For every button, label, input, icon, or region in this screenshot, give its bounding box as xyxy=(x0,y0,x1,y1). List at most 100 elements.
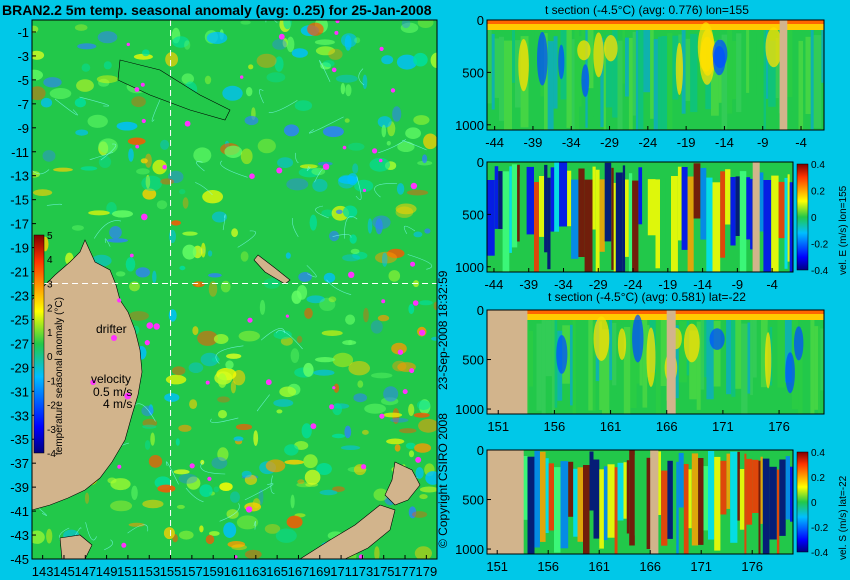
anomaly-patch xyxy=(335,209,343,214)
anomaly-patch xyxy=(148,455,163,468)
panel-t-section-lon-frame xyxy=(486,19,825,131)
anomaly-patch xyxy=(199,484,213,497)
anomaly-patch xyxy=(231,228,239,238)
drifter-marker xyxy=(362,188,367,192)
section-colorbar-tick-label: -0.2 xyxy=(811,240,829,251)
map-y-tick-label: -11 xyxy=(11,145,29,160)
depth-contour xyxy=(195,182,213,196)
section-cell xyxy=(487,180,495,256)
section-cell xyxy=(643,20,651,93)
panel-vel-e: -44 -39 -34 -29 -24 -19 -14 -9 -4 0 500 1000 0.4 0.2… xyxy=(455,155,849,292)
section-cell xyxy=(499,36,504,121)
section-land xyxy=(779,20,788,130)
anomaly-patch xyxy=(415,467,424,479)
drifter-marker xyxy=(335,20,340,24)
section-cell xyxy=(577,467,583,542)
section-cell xyxy=(771,175,779,272)
drifter-marker xyxy=(310,423,317,430)
section-cell xyxy=(554,314,558,408)
section-cell xyxy=(626,460,630,534)
anomaly-patch xyxy=(357,380,364,388)
anomaly-patch xyxy=(217,373,227,388)
section-cell xyxy=(779,459,786,536)
section-y-tick-label: 500 xyxy=(462,493,484,508)
anomaly-patch xyxy=(301,423,312,439)
section-cell xyxy=(708,451,715,540)
anomaly-patch xyxy=(98,138,118,154)
anomaly-patch xyxy=(142,49,150,57)
drifter-marker xyxy=(358,554,364,559)
section-feature xyxy=(617,328,627,361)
anomaly-patch xyxy=(116,121,138,131)
section-feature xyxy=(765,27,782,68)
drifter-marker xyxy=(410,182,418,190)
section-cell xyxy=(599,179,605,252)
anomaly-patch xyxy=(172,36,190,48)
map-x-tick-label: 165 xyxy=(266,564,288,579)
section-cell xyxy=(632,180,639,272)
surface-warm-layer xyxy=(487,310,824,320)
drifter-marker xyxy=(285,314,289,318)
depth-contour xyxy=(402,140,427,151)
drifter-markers xyxy=(90,20,426,559)
anomaly-patch xyxy=(142,499,164,509)
drifter-marker xyxy=(402,389,408,395)
drifter-marker xyxy=(153,323,160,330)
drifter-marker xyxy=(141,213,148,221)
anomaly-patch xyxy=(208,531,220,536)
anomaly-patch xyxy=(205,534,215,545)
anomaly-patch xyxy=(266,72,286,83)
anomaly-patch xyxy=(297,479,305,484)
section-x-tick-label: -24 xyxy=(638,135,657,150)
section-cell xyxy=(622,165,626,272)
anomaly-patch xyxy=(413,231,423,238)
anomaly-patch xyxy=(238,330,260,342)
section-x-tick-label: -9 xyxy=(732,277,744,292)
depth-contour xyxy=(196,161,205,172)
anomaly-patch xyxy=(276,409,283,414)
anomaly-patch xyxy=(414,546,432,559)
section-cell xyxy=(798,327,803,414)
anomaly-patch xyxy=(107,238,128,243)
section-x-tick-label: 166 xyxy=(656,419,678,434)
section-land xyxy=(650,450,659,554)
anomaly-patch xyxy=(414,443,432,453)
drifter-marker xyxy=(415,456,422,463)
depth-contour xyxy=(85,522,97,541)
map-x-tick-label: 151 xyxy=(117,564,139,579)
map-colorbar-tick-label: -2 xyxy=(47,401,56,412)
section-cell xyxy=(599,321,602,410)
section-x-tick-label: 171 xyxy=(690,559,712,574)
section-cell xyxy=(727,28,733,114)
map-y-tick-label: -17 xyxy=(10,217,29,232)
section-cell xyxy=(703,466,708,531)
anomaly-patch xyxy=(344,118,350,123)
panel-t-section-lat-field xyxy=(487,310,824,414)
section-cell xyxy=(763,180,772,272)
anomaly-patch xyxy=(213,486,220,493)
section-cell xyxy=(678,452,684,508)
anomaly-patch xyxy=(222,85,243,101)
anomaly-patch xyxy=(273,399,294,407)
depth-contour xyxy=(308,116,344,134)
section-cell xyxy=(554,162,560,232)
section-y-tick-label: 500 xyxy=(462,207,484,222)
anomaly-patch xyxy=(150,432,155,446)
map-colorbar-tick-label: 5 xyxy=(47,231,53,242)
new-zealand-land xyxy=(299,461,421,559)
section-cell xyxy=(625,179,629,257)
section-x-tick-label: -29 xyxy=(589,277,608,292)
anomaly-patch xyxy=(413,52,428,67)
section-x-tick-label: 161 xyxy=(600,419,622,434)
section-cell xyxy=(615,172,623,272)
anomaly-patch xyxy=(231,544,247,551)
anomaly-patch xyxy=(218,410,227,419)
section-feature xyxy=(604,35,618,62)
depth-contour xyxy=(151,99,161,122)
section-cell xyxy=(661,470,668,546)
section-cell xyxy=(602,329,610,414)
depth-contour xyxy=(93,220,122,239)
anomaly-patch xyxy=(226,353,242,359)
depth-contour xyxy=(306,265,317,278)
anomaly-patch xyxy=(74,24,88,31)
